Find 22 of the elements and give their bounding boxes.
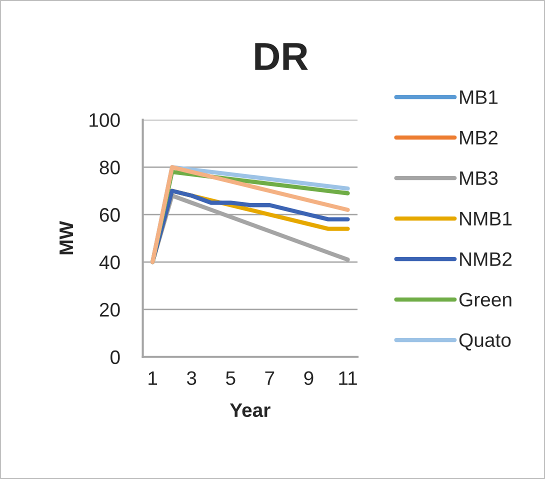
x-tick-label: 5 <box>226 371 236 386</box>
y-tick-label: 80 <box>100 160 120 174</box>
y-tick-label: 40 <box>99 255 120 270</box>
legend-label: Quato <box>459 333 511 350</box>
legend-label: NMB2 <box>460 252 512 266</box>
legend-label: MB1 <box>460 90 498 104</box>
y-tick-label: 60 <box>100 208 120 222</box>
legend-label: NMB1 <box>460 212 512 226</box>
chart-title: DR <box>255 43 308 70</box>
legend-label: MB3 <box>460 171 498 186</box>
legend-label: MB2 <box>460 130 498 144</box>
x-tick-label: 3 <box>186 371 196 386</box>
x-tick-label: 7 <box>265 371 274 385</box>
legend-label: Green <box>459 292 512 307</box>
x-tick-label: 9 <box>304 371 314 386</box>
y-tick-label: 0 <box>110 350 120 364</box>
x-tick-label: 1 <box>148 371 158 385</box>
x-axis-title: Year <box>230 403 270 418</box>
x-tick-label: 11 <box>339 371 357 385</box>
y-axis-title: MW <box>60 221 73 254</box>
y-tick-label: 100 <box>90 113 120 127</box>
y-tick-label: 20 <box>100 302 120 317</box>
